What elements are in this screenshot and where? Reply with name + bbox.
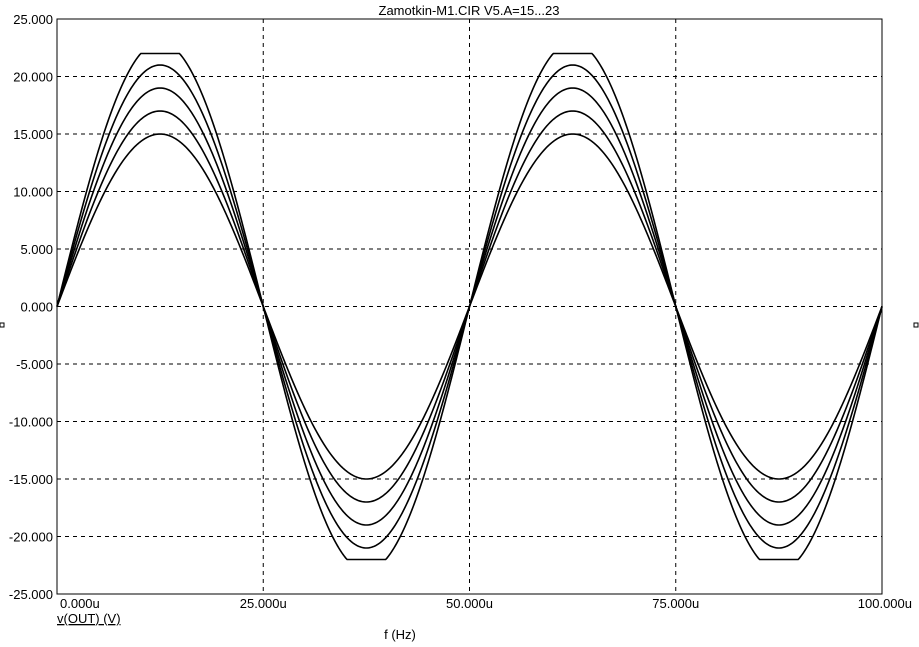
y-tick-labels: 25.000 20.000 15.000 10.000 5.000 0.000 -5.000… (9, 12, 53, 602)
y-tick-label: 15.000 (13, 127, 53, 142)
x-tick-label: 100.000u (858, 596, 912, 611)
series-group (56, 52, 883, 561)
y-tick-label: 5.000 (20, 242, 53, 257)
y-tick-label: -5.000 (16, 357, 53, 372)
x-axis-label: f (Hz) (384, 627, 416, 642)
x-tick-labels: 0.000u 25.000u 50.000u 75.000u 100.000u (60, 596, 912, 611)
x-tick-label: 50.000u (446, 596, 493, 611)
series-line-5 (56, 52, 883, 561)
chart-title: Zamotkin-M1.CIR V5.A=15...23 (379, 3, 560, 18)
trace-label[interactable]: v(OUT) (V) (57, 611, 121, 626)
y-tick-label: 20.000 (13, 70, 53, 85)
x-tick-label: 0.000u (60, 596, 100, 611)
y-tick-label: -15.000 (9, 472, 53, 487)
y-tick-label: -25.000 (9, 587, 53, 602)
y-tick-label: -10.000 (9, 415, 53, 430)
left-cursor-marker[interactable] (0, 322, 5, 328)
y-tick-label: 25.000 (13, 12, 53, 27)
y-tick-label: 0.000 (20, 300, 53, 315)
x-tick-label: 75.000u (652, 596, 699, 611)
y-tick-label: -20.000 (9, 530, 53, 545)
x-tick-label: 25.000u (240, 596, 287, 611)
y-tick-label: 10.000 (13, 185, 53, 200)
right-cursor-marker[interactable] (913, 322, 919, 328)
